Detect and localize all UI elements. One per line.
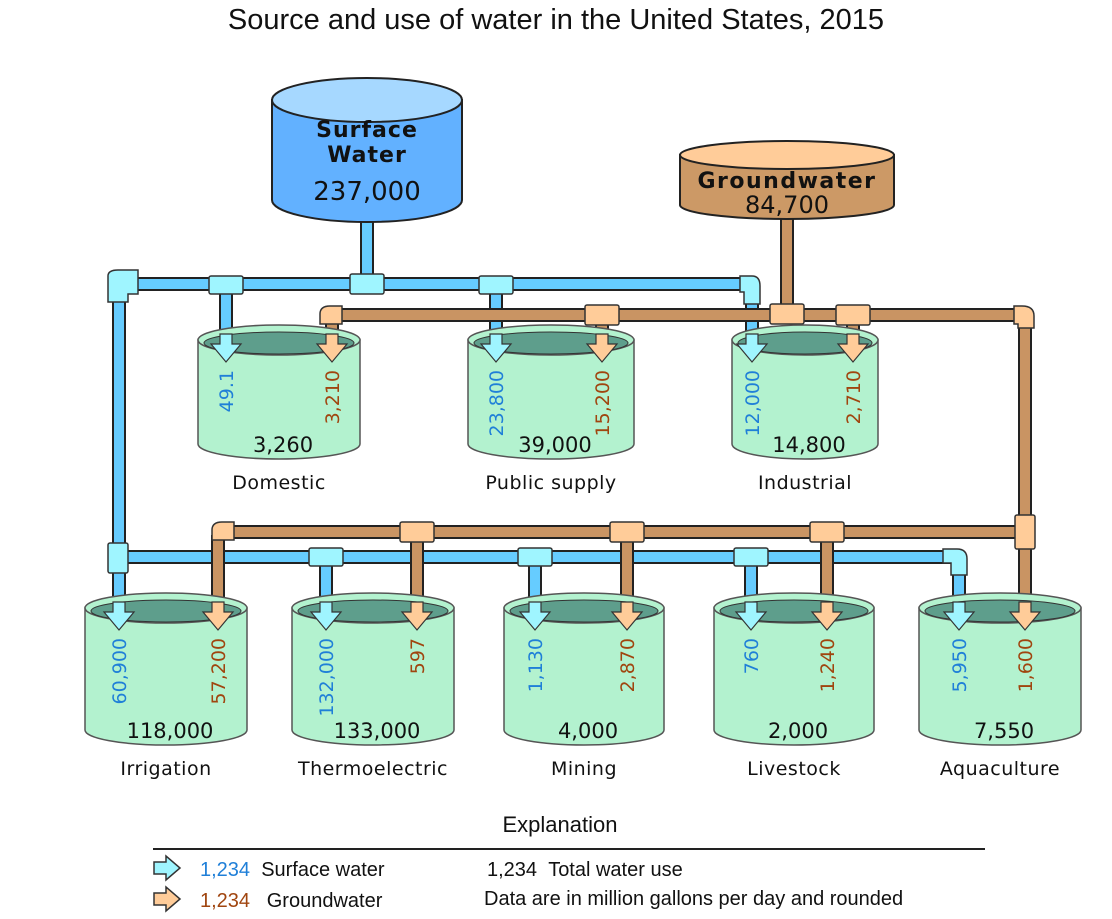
use-tank-irrigation: 60,900 57,200 118,000 Irrigation: [84, 592, 248, 780]
use-category-label: Livestock: [747, 758, 841, 780]
legend-ground-arrow-icon: [153, 885, 182, 913]
ground-use-value: 1,600: [1015, 638, 1037, 692]
use-category-label: Domestic: [232, 472, 326, 494]
use-category-label: Irrigation: [120, 758, 211, 780]
use-tank-domestic: 49.1 3,210 3,260 Domestic: [197, 324, 361, 494]
total-use-value: 133,000: [334, 719, 421, 743]
legend-surface-arrow-icon: [153, 854, 182, 882]
surface-use-value: 60,900: [109, 638, 131, 704]
ground-use-value: 2,870: [617, 638, 639, 692]
total-use-value: 118,000: [127, 719, 214, 743]
use-category-label: Thermoelectric: [297, 758, 448, 780]
surface-use-value: 1,130: [525, 638, 547, 692]
use-tank-mining: 1,130 2,870 4,000 Mining: [503, 592, 665, 780]
surface-use-value: 760: [741, 638, 763, 674]
groundwater-value: 84,700: [745, 191, 829, 219]
use-category-label: Public supply: [485, 472, 616, 494]
surface-water-label: Surface: [316, 118, 418, 143]
use-tank-livestock: 760 1,240 2,000 Livestock: [713, 592, 875, 780]
surface-water-label-2: Water: [327, 143, 407, 168]
diagram-title: Source and use of water in the United St…: [227, 4, 885, 36]
ground-use-value: 597: [407, 638, 429, 674]
surface-use-value: 49.1: [216, 370, 238, 412]
groundwater-tank: Groundwater 84,700: [679, 140, 895, 220]
groundwater-label: Groundwater: [697, 169, 876, 194]
total-use-value: 7,550: [974, 719, 1034, 743]
ground-use-value: 1,240: [817, 638, 839, 692]
total-use-value: 14,800: [772, 433, 845, 457]
use-tank-thermoelectric: 132,000 597 133,000 Thermoelectric: [291, 592, 455, 780]
surface-use-value: 5,950: [949, 638, 971, 692]
total-use-value: 4,000: [558, 719, 618, 743]
surface-use-value: 132,000: [316, 638, 338, 717]
surface-use-value: 12,000: [742, 370, 764, 436]
surface-use-value: 23,800: [486, 370, 508, 436]
use-category-label: Mining: [551, 758, 617, 780]
ground-use-value: 2,710: [843, 370, 865, 424]
total-use-value: 2,000: [768, 719, 828, 743]
use-category-label: Aquaculture: [940, 758, 1060, 780]
surface-water-value: 237,000: [313, 177, 421, 207]
surface-water-tank: Surface Water 237,000: [271, 77, 463, 223]
total-use-value: 3,260: [253, 433, 313, 457]
total-use-value: 39,000: [518, 433, 591, 457]
pipe-fittings: [107, 269, 1036, 576]
ground-use-value: 3,210: [322, 370, 344, 424]
ground-use-value: 15,200: [592, 370, 614, 436]
use-tank-industrial: 12,000 2,710 14,800 Industrial: [731, 324, 879, 494]
ground-use-value: 57,200: [208, 638, 230, 704]
use-tank-aquaculture: 5,950 1,600 7,550 Aquaculture: [918, 592, 1082, 780]
use-category-label: Industrial: [758, 472, 852, 494]
